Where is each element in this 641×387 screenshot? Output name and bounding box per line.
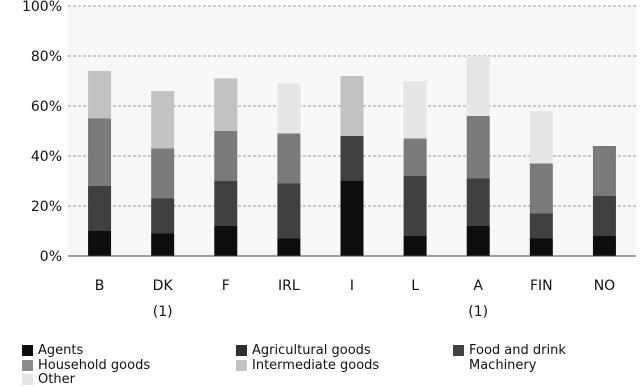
bar-segment-a-other xyxy=(466,56,490,116)
legend-item-household-goods: Household goods xyxy=(22,359,150,372)
bar-segment-l-machinery xyxy=(403,138,427,176)
legend-swatch-agents xyxy=(22,345,33,356)
bar-segment-no-machinery xyxy=(592,146,616,196)
legend-label-food-and-drink: Food and drink xyxy=(469,343,566,358)
bar-segment-a-food-and-drink xyxy=(466,178,490,226)
legend-item-intermediate-goods: Intermediate goods xyxy=(236,359,379,372)
y-tick-label: 0% xyxy=(40,249,62,265)
x-tick-label-f: F xyxy=(222,278,230,294)
legend-label-agents: Agents xyxy=(38,343,84,358)
bar-segment-no-food-and-drink xyxy=(592,196,616,236)
legend-item-machinery: Machinery xyxy=(469,359,536,372)
bar-segment-f-intermediate-goods xyxy=(214,78,238,131)
y-tick-label: 40% xyxy=(31,149,62,165)
x-axis-ticks: B DK (1) F IRL I L A (1) FIN NO xyxy=(95,278,615,320)
legend-label-household-goods: Household goods xyxy=(38,358,151,373)
y-tick-label: 20% xyxy=(31,199,62,215)
bar-segment-irl-other xyxy=(277,83,301,134)
x-tick-note-dk: (1) xyxy=(153,304,173,320)
legend-item-agents: Agents xyxy=(22,344,83,357)
y-axis-ticks: 0% 20% 40% 60% 80% 100% xyxy=(22,0,62,265)
x-tick-label-dk: DK xyxy=(153,278,174,294)
x-tick-note-a: (1) xyxy=(468,304,488,320)
bar-segment-dk-intermediate-goods xyxy=(151,91,175,149)
legend-label-agricultural-goods: Agricultural goods xyxy=(252,343,371,358)
x-tick-label-irl: IRL xyxy=(278,278,300,294)
legend-label-other: Other xyxy=(38,372,75,387)
legend-label-intermediate-goods: Intermediate goods xyxy=(252,358,380,373)
bar-segment-fin-agents xyxy=(529,238,553,256)
bar-segment-l-food-and-drink xyxy=(403,176,427,236)
bar-segment-dk-food-and-drink xyxy=(151,198,175,234)
bar-segment-irl-agents xyxy=(277,238,301,256)
legend-swatch-other xyxy=(22,374,33,385)
bar-segment-b-intermediate-goods xyxy=(88,71,112,119)
bar-segment-no-agents xyxy=(592,236,616,256)
x-tick-label-a: A xyxy=(473,278,483,294)
bar-segment-f-machinery xyxy=(214,131,238,181)
y-tick-label: 60% xyxy=(31,99,62,115)
y-tick-label: 80% xyxy=(31,49,62,65)
y-tick-label: 100% xyxy=(22,0,62,15)
bar-segment-i-agents xyxy=(340,181,364,256)
bar-segment-a-machinery xyxy=(466,116,490,179)
legend-swatch-agricultural-goods xyxy=(236,345,247,356)
bar-segment-fin-food-and-drink xyxy=(529,213,553,239)
x-tick-label-l: L xyxy=(411,278,419,294)
bar-segment-fin-machinery xyxy=(529,163,553,214)
bar-segment-a-agents xyxy=(466,226,490,256)
legend-swatch-household-goods xyxy=(22,360,33,371)
legend-swatch-food-and-drink xyxy=(453,345,464,356)
bar-segment-irl-food-and-drink xyxy=(277,183,301,239)
bar-segment-l-agents xyxy=(403,236,427,256)
bar-segment-irl-machinery xyxy=(277,133,301,184)
legend-label-machinery: Machinery xyxy=(469,358,537,373)
x-tick-label-b: B xyxy=(95,278,105,294)
x-tick-label-fin: FIN xyxy=(530,278,553,294)
bar-segment-fin-other xyxy=(529,111,553,164)
legend-item-other: Other xyxy=(22,373,75,386)
bar-segment-b-machinery xyxy=(88,118,112,186)
legend-swatch-intermediate-goods xyxy=(236,360,247,371)
bar-segment-dk-agents xyxy=(151,233,175,256)
bar-segment-b-food-and-drink xyxy=(88,186,112,231)
x-tick-label-i: I xyxy=(350,278,354,294)
stacked-bar-chart: 0% 20% 40% 60% 80% 100% B DK (1) F IRL I L A (1) FIN NO xyxy=(22,0,636,320)
bar-segment-f-food-and-drink xyxy=(214,181,238,226)
legend-item-food-and-drink: Food and drink xyxy=(453,344,566,357)
bar-segment-i-intermediate-goods xyxy=(340,76,364,136)
legend-item-agricultural-goods: Agricultural goods xyxy=(236,344,371,357)
bar-segment-l-other xyxy=(403,81,427,139)
x-tick-label-no: NO xyxy=(594,278,616,294)
bar-segment-f-agents xyxy=(214,226,238,256)
bar-segment-i-food-and-drink xyxy=(340,136,364,181)
bar-segment-b-agents xyxy=(88,231,112,256)
bars xyxy=(88,56,616,256)
bar-segment-dk-machinery xyxy=(151,148,175,199)
